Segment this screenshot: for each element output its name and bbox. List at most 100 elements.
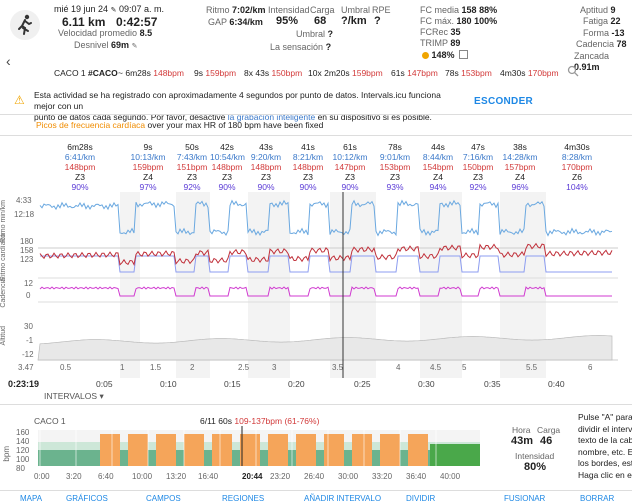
fcrec: FCRec 35 — [420, 27, 461, 37]
segment-block[interactable]: 61s 10:12/km 147bpm Z3 90% — [330, 142, 370, 194]
edit-icon[interactable]: ✎ — [110, 7, 117, 14]
help-line: Haga clic en el — [578, 469, 632, 480]
hr-top-label: 180 — [20, 237, 34, 246]
search-icon[interactable] — [567, 65, 579, 79]
altitude-low-label: -12 — [22, 350, 34, 359]
segment-block[interactable]: 4m30s 8:28/km 170bpm Z6 104% — [546, 142, 608, 194]
segment-zone: Z3 — [345, 172, 355, 182]
distance-tick: 1 — [120, 363, 125, 372]
interval-info: 6/11 60s 109-137bpm (61-76%) — [200, 416, 320, 426]
edit-icon[interactable]: ✎ — [131, 43, 138, 50]
segment-dur: 43s — [259, 142, 273, 152]
threshold-value[interactable]: ?/km — [341, 15, 367, 27]
segment-block[interactable]: 38s 14:28/km 157bpm Z4 96% — [500, 142, 540, 194]
action-tab[interactable]: AÑADIR INTERVALO — [304, 494, 382, 503]
interval-chip[interactable]: 10x 2m20s 159bpm — [308, 68, 383, 78]
segment-dur: 78s — [388, 142, 402, 152]
bpm-tick: 160 — [16, 428, 30, 437]
hora-value: 43m — [511, 435, 534, 447]
hr-axis-title: Ritmo cardíaco — [0, 234, 7, 282]
hide-warning-button[interactable]: ESCONDER — [474, 96, 534, 107]
time-tick: 0:15 — [224, 379, 241, 389]
action-tab[interactable]: MAPA — [20, 494, 43, 503]
trimp: TRIMP 89 — [420, 38, 461, 48]
back-chevron-icon[interactable]: ‹ — [6, 53, 11, 69]
activity-chart[interactable] — [0, 192, 632, 378]
pace-mid-label: 12:18 — [14, 210, 35, 219]
interval-chip[interactable]: ~ 6m28s 148bpm — [118, 68, 184, 78]
cadence-axis-title: Cadencia — [0, 278, 7, 308]
bottom-time-tick: 13:20 — [166, 472, 187, 481]
segment-dur: 61s — [343, 142, 357, 152]
distance-tick: 4.5 — [430, 363, 442, 372]
interval-chip[interactable]: 9s 159bpm — [194, 68, 237, 78]
checkbox[interactable] — [459, 50, 469, 59]
intensity-value-bottom: 80% — [524, 461, 547, 473]
hr-low-label: 123 — [20, 255, 34, 264]
bottom-title: CACO 1 — [34, 416, 66, 426]
segment-dur: 44s — [431, 142, 445, 152]
segment-hr: 170bpm — [561, 162, 593, 172]
intensity-label-bottom: Intensidad — [515, 451, 555, 461]
activity-date: mié 19 jun 24 ✎ 09:07 a. m. — [54, 4, 164, 14]
interval-editor-chart[interactable] — [0, 426, 490, 486]
segment-pct: 90% — [257, 182, 275, 192]
umbral-field[interactable]: Umbral ? — [296, 29, 334, 39]
smart-recording-link[interactable]: la grabación inteligente — [227, 112, 316, 122]
segment-pace: 10:13/km — [130, 152, 166, 162]
segment-zone: Z3 — [473, 172, 483, 182]
segment-block[interactable]: 44s 8:44/km 154bpm Z4 94% — [420, 142, 456, 194]
fitness: Aptitud 9 — [580, 5, 616, 15]
interval-bar — [212, 434, 232, 466]
action-tab[interactable]: BORRAR — [580, 494, 615, 503]
bottom-time-tick: 33:20 — [372, 472, 393, 481]
intervals-toggle[interactable]: INTERVALOS ▾ — [44, 391, 104, 401]
hr-peaks-link[interactable]: Picos de frecuencia cardíaca — [36, 120, 146, 130]
interval-chip[interactable]: 4m30s 170bpm — [500, 68, 559, 78]
help-line: los bordes, esta — [578, 458, 632, 468]
segment-block[interactable]: 41s 8:21/km 148bpm Z3 90% — [290, 142, 326, 194]
segment-zone: Z6 — [572, 172, 582, 182]
segment-block[interactable]: 50s 7:43/km 151bpm Z3 92% — [176, 142, 208, 194]
segment-dur: 47s — [471, 142, 485, 152]
segment-block[interactable]: 6m28s 6:41/km 148bpm Z3 90% — [40, 142, 120, 194]
segment-pct: 92% — [469, 182, 487, 192]
interval-chip[interactable]: 8x 43s 150bpm — [244, 68, 303, 78]
interval-bar — [240, 434, 260, 466]
segment-block[interactable]: 9s 10:13/km 159bpm Z4 97% — [130, 142, 166, 194]
hr-avg: FC media 158 88% — [420, 5, 498, 15]
avg-speed: Velocidad promedio 8.5 — [58, 28, 153, 38]
intensity-value: 95% — [276, 15, 299, 27]
distance-tick: 2 — [190, 363, 195, 372]
segment-zone: Z4 — [515, 172, 525, 182]
interval-chip[interactable]: 78s 153bpm — [445, 68, 492, 78]
rpe-value[interactable]: ? — [374, 15, 381, 27]
segment-block[interactable]: 42s 10:54/km 148bpm Z3 90% — [210, 142, 245, 194]
action-tab[interactable]: CAMPOS — [146, 494, 181, 503]
segment-pct: 90% — [299, 182, 317, 192]
segment-dur: 42s — [220, 142, 234, 152]
bottom-time-tick: 40:00 — [440, 472, 461, 481]
action-tab[interactable]: GRÁFICOS — [66, 494, 108, 503]
segment-dur: 41s — [301, 142, 315, 152]
segment-block[interactable]: 47s 7:16/km 150bpm Z3 92% — [462, 142, 494, 194]
action-tab[interactable]: REGIONES — [222, 494, 265, 503]
feel-field[interactable]: La sensación ? — [270, 42, 332, 52]
segment-block[interactable]: 43s 9:20/km 148bpm Z3 90% — [248, 142, 284, 194]
activity-duration: 0:42:57 — [116, 15, 158, 29]
action-tab[interactable]: DIVIDIR — [406, 494, 436, 503]
segment-pct: 90% — [341, 182, 359, 192]
interval-chip[interactable]: 61s 147bpm — [391, 68, 438, 78]
altitude-top-label: 30 — [24, 322, 33, 331]
intervals-summary-label[interactable]: CACO 1 #CACO — [54, 68, 118, 78]
load-value: 68 — [314, 15, 327, 27]
interval-bar — [296, 434, 316, 466]
segment-block[interactable]: 78s 9:01/km 153bpm Z3 93% — [376, 142, 414, 194]
time-tick: 0:40 — [548, 379, 565, 389]
action-tab[interactable]: FUSIONAR — [504, 494, 546, 503]
bottom-time-tick: 36:40 — [406, 472, 427, 481]
hr-max: FC máx. 180 100% — [420, 16, 498, 26]
segment-pace: 8:28/km — [561, 152, 593, 162]
altitude-mid-label: -1 — [26, 336, 34, 345]
hora-label: Hora — [512, 425, 531, 435]
